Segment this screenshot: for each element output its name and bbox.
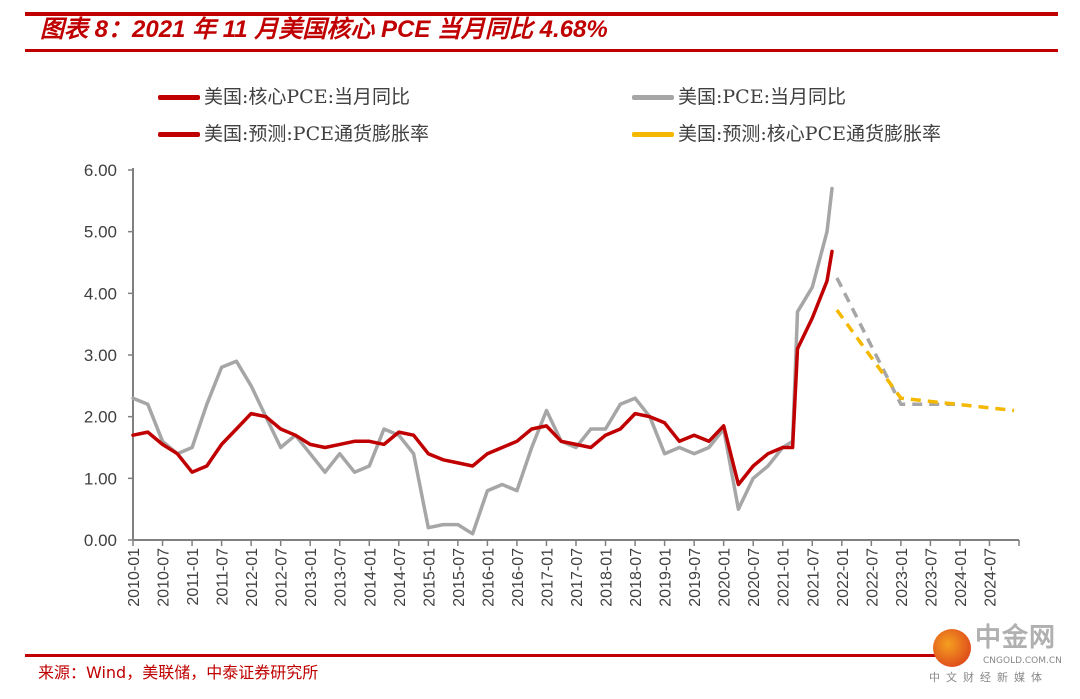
y-tick-label: 0.00 (84, 531, 117, 550)
x-tick-label: 2023-01 (894, 548, 911, 607)
x-tick-label: 2018-01 (599, 548, 616, 607)
legend-swatch (632, 131, 674, 137)
x-tick-label: 2011-01 (185, 548, 202, 606)
title-bottom-rule (25, 49, 1058, 52)
x-tick-label: 2012-07 (274, 548, 291, 607)
figure-title: 图表 8：2021 年 11 月美国核心 PCE 当月同比 4.68% (40, 16, 608, 43)
x-tick-label: 2014-01 (362, 548, 379, 607)
y-tick-label: 1.00 (84, 469, 117, 488)
watermark-logo: 中金网 CNGOLD.COM.CN 中文财经新媒体 (925, 625, 1075, 699)
x-tick-label: 2019-01 (658, 548, 675, 607)
legend-label: 美国:核心PCE:当月同比 (204, 86, 410, 108)
series-line-2 (835, 277, 955, 407)
x-tick-label: 2021-01 (776, 548, 793, 607)
series-line-1 (131, 186, 834, 536)
y-tick-label: 5.00 (84, 223, 117, 242)
logo-icon (933, 629, 971, 667)
x-tick-label: 2018-07 (628, 548, 645, 607)
x-tick-label: 2022-01 (835, 548, 852, 607)
x-tick-label: 2020-01 (717, 548, 734, 607)
x-tick-label: 2023-07 (923, 548, 940, 607)
x-tick-label: 2017-07 (569, 548, 586, 607)
x-tick-label: 2012-01 (244, 548, 261, 607)
legend-item-forecast-pce: 美国:预测:PCE通货膨胀率 (158, 122, 429, 146)
x-tick-label: 2021-07 (805, 548, 822, 607)
x-tick-label: 2024-01 (953, 548, 970, 607)
series-line-3 (835, 308, 1015, 413)
legend-swatch (158, 131, 200, 137)
x-tick-label: 2017-01 (539, 548, 556, 607)
y-tick-label: 3.00 (84, 346, 117, 365)
x-tick-label: 2015-01 (421, 548, 438, 607)
series-line-0 (131, 249, 834, 487)
x-tick-label: 2022-07 (864, 548, 881, 607)
x-tick-label: 2010-01 (126, 548, 143, 607)
x-tick-label: 2016-07 (510, 548, 527, 607)
logo-tagline: 中文财经新媒体 (929, 671, 1048, 684)
legend-label: 美国:PCE:当月同比 (678, 86, 846, 108)
legend-item-core-pce: 美国:核心PCE:当月同比 (158, 85, 410, 109)
y-tick-label: 4.00 (84, 284, 117, 303)
x-tick-label: 2019-07 (687, 548, 704, 607)
x-tick-label: 2010-07 (156, 548, 173, 607)
x-tick-label: 2011-07 (215, 548, 232, 606)
x-tick-label: 2020-07 (746, 548, 763, 607)
x-tick-label: 2013-01 (303, 548, 320, 607)
source-note: 来源：Wind，美联储，中泰证券研究所 (38, 663, 319, 682)
x-tick-label: 2013-07 (333, 548, 350, 607)
legend-item-pce: 美国:PCE:当月同比 (632, 85, 846, 109)
source-rule (25, 654, 955, 657)
x-tick-label: 2024-07 (982, 548, 999, 607)
logo-url: CNGOLD.COM.CN (983, 656, 1062, 666)
title-top-rule (25, 12, 1058, 16)
x-tick-label: 2016-01 (480, 548, 497, 607)
legend-item-forecast-core-pce: 美国:预测:核心PCE通货膨胀率 (632, 122, 941, 146)
y-tick-label: 6.00 (84, 161, 117, 180)
legend-label: 美国:预测:PCE通货膨胀率 (204, 123, 429, 145)
x-tick-label: 2014-07 (392, 548, 409, 607)
x-tick-label: 2015-07 (451, 548, 468, 607)
legend-swatch (632, 94, 674, 100)
y-tick-label: 2.00 (84, 408, 117, 427)
legend-label: 美国:预测:核心PCE通货膨胀率 (678, 123, 941, 145)
legend-swatch (158, 94, 200, 100)
logo-name: 中金网 (975, 623, 1057, 653)
